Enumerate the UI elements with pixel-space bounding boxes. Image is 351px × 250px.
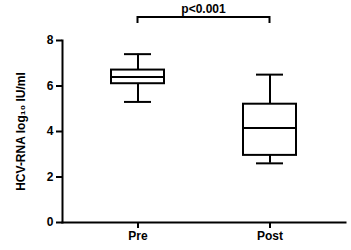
svg-text:2: 2 [47, 170, 54, 184]
svg-text:p<0.001: p<0.001 [181, 2, 226, 16]
svg-text:4: 4 [47, 124, 54, 138]
svg-text:Post: Post [257, 229, 283, 243]
svg-text:Pre: Pre [128, 229, 148, 243]
svg-text:0: 0 [47, 215, 54, 229]
svg-text:8: 8 [47, 33, 54, 47]
svg-text:HCV-RNA log₁₀ IU/ml: HCV-RNA log₁₀ IU/ml [14, 72, 28, 191]
svg-text:6: 6 [47, 79, 54, 93]
